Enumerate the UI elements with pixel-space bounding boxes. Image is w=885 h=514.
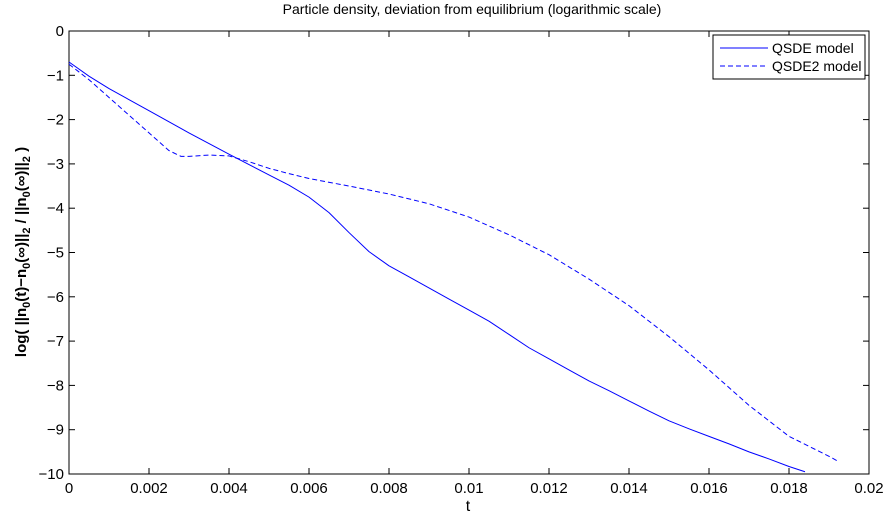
legend: QSDE model QSDE2 model xyxy=(712,34,866,80)
x-tick-label: 0.006 xyxy=(290,480,328,497)
y-tick-label: −4 xyxy=(47,200,64,217)
x-tick-label: 0.01 xyxy=(454,480,483,497)
plot-area xyxy=(68,30,870,475)
x-tick-label: 0.004 xyxy=(210,480,248,497)
y-axis-label: log( ||n0(t)−n0(∞)||2 / ||n0(∞)||2 ) xyxy=(13,147,33,357)
x-tick-label: 0.008 xyxy=(370,480,408,497)
y-tick-label: −1 xyxy=(47,67,64,84)
y-tick-label: −3 xyxy=(47,156,64,173)
series-line-qsde xyxy=(68,61,806,473)
y-tick-label: −9 xyxy=(47,422,64,439)
x-tick-label: 0.012 xyxy=(530,480,568,497)
x-tick-label: 0 xyxy=(65,480,73,497)
x-axis-label: t xyxy=(466,498,471,514)
legend-label-qsde: QSDE model xyxy=(772,40,854,56)
y-tick-label: −6 xyxy=(47,289,64,306)
x-tick-label: 0.016 xyxy=(690,480,728,497)
y-tick-label: −2 xyxy=(47,112,64,129)
x-tick-label: 0.002 xyxy=(130,480,168,497)
y-tick-label: −8 xyxy=(47,377,64,394)
series-layer xyxy=(68,61,838,473)
legend-box xyxy=(712,34,866,80)
y-axis-ticks: 0 −1 −2 −3 −4 −5 −6 −7 −8 −9 −10 xyxy=(39,23,869,483)
legend-label-qsde2: QSDE2 model xyxy=(772,58,861,74)
series-line-qsde2 xyxy=(68,63,838,462)
y-tick-label: −5 xyxy=(47,245,64,262)
x-tick-label: 0.014 xyxy=(610,480,648,497)
y-tick-label: −7 xyxy=(47,333,64,350)
x-tick-label: 0.02 xyxy=(854,480,883,497)
chart-title: Particle density, deviation from equilib… xyxy=(283,1,662,17)
y-tick-label: 0 xyxy=(56,23,64,40)
x-tick-label: 0.018 xyxy=(770,480,808,497)
y-tick-label: −10 xyxy=(39,466,64,483)
x-axis-ticks: 0 0.002 0.004 0.006 0.008 0.01 0.012 0.014 0.016… xyxy=(65,31,884,497)
